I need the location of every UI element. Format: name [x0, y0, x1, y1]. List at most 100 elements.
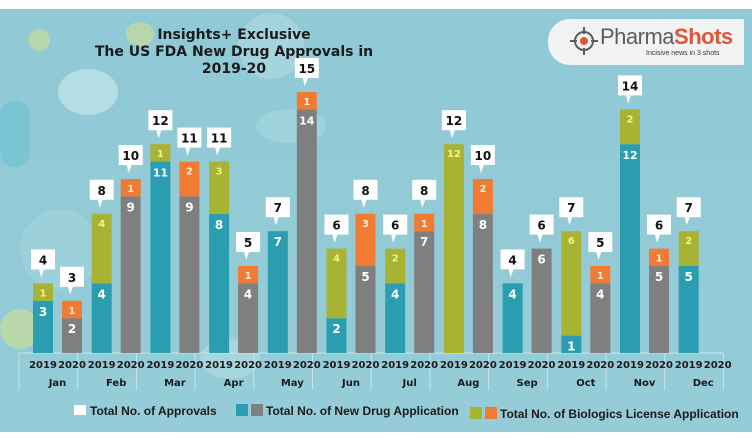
- data-label-nda: 4: [244, 287, 252, 301]
- data-label-bla: 2: [392, 254, 399, 265]
- total-callout: [294, 58, 319, 78]
- total-callout-pointer: [567, 217, 573, 226]
- month-tick-label: Aug: [457, 378, 479, 389]
- legend-swatch-bla-2019: [470, 407, 482, 419]
- month-tick-label: May: [281, 378, 304, 389]
- bar-segment-nda: [296, 109, 317, 354]
- bar-segment-nda: [326, 318, 347, 353]
- year-tick-label: 2020: [586, 360, 614, 371]
- data-label-bla: 4: [98, 219, 105, 230]
- month-tick-label: Apr: [224, 378, 244, 389]
- total-callout-pointer: [97, 199, 103, 208]
- bar-segment-bla: [590, 266, 611, 284]
- data-label-nda: 2: [68, 322, 76, 336]
- total-callout: [618, 75, 642, 96]
- total-callout: [236, 232, 261, 252]
- total-callout: [265, 197, 290, 218]
- total-callout: [383, 214, 408, 235]
- total-callout-pointer: [185, 147, 191, 156]
- total-callout: [412, 179, 437, 200]
- bar-segment-bla: [296, 92, 317, 110]
- data-label-total: 7: [685, 201, 693, 215]
- total-callout-pointer: [508, 269, 514, 278]
- data-label-bla: 1: [597, 271, 604, 282]
- data-label-total: 4: [508, 253, 516, 267]
- total-callout: [676, 197, 701, 218]
- total-callout: [529, 214, 554, 235]
- chart-title: Insights+ Exclusive The US FDA New Drug …: [84, 27, 384, 78]
- total-callout: [500, 249, 525, 270]
- bar-segment-nda: [502, 283, 523, 353]
- year-tick-label: 2020: [704, 360, 732, 371]
- data-label-total: 8: [361, 184, 369, 198]
- bar-segment-nda: [385, 283, 406, 353]
- data-label-bla: 6: [568, 236, 575, 247]
- legend-item-approvals: Total No. of Approvals: [74, 404, 217, 418]
- bar-segment-nda: [355, 266, 376, 353]
- total-callout: [441, 110, 466, 131]
- data-label-bla: 3: [216, 167, 223, 178]
- year-tick-label: 2019: [146, 360, 174, 371]
- year-tick-label: 2019: [675, 360, 703, 371]
- bar-segment-nda: [561, 335, 582, 353]
- year-tick-label: 2019: [205, 360, 233, 371]
- bar-segment-bla: [561, 231, 582, 336]
- data-label-bla: 12: [447, 149, 461, 160]
- data-label-bla: 1: [157, 149, 164, 160]
- bar-segment-nda: [620, 144, 640, 353]
- total-callout-pointer: [478, 165, 484, 173]
- year-tick-label: 2020: [117, 360, 145, 371]
- bar-segment-bla: [150, 144, 171, 162]
- data-label-total: 8: [420, 184, 428, 198]
- year-tick-label: 2020: [234, 360, 262, 371]
- data-label-total: 10: [475, 149, 492, 163]
- logo-tagline: Incisive news in 3 shots: [646, 50, 720, 57]
- data-label-total: 4: [39, 253, 47, 267]
- legend-label-nda: Total No. of New Drug Application: [266, 404, 459, 418]
- data-label-bla: 2: [627, 114, 634, 125]
- bar-segment-bla: [326, 248, 347, 319]
- data-label-total: 7: [567, 201, 575, 215]
- callout-swatch-icon: [74, 405, 86, 415]
- month-tick-label: Nov: [634, 378, 656, 389]
- data-label-bla: 1: [40, 288, 47, 299]
- bar-segment-bla: [238, 266, 259, 284]
- data-label-nda: 9: [185, 200, 193, 214]
- year-tick-label: 2020: [293, 360, 321, 371]
- data-label-bla: 2: [186, 167, 193, 178]
- chart-subtitle: Insights+ Exclusive: [157, 27, 311, 43]
- bar-segment-bla: [678, 231, 699, 266]
- year-tick-label: 2019: [381, 360, 409, 371]
- logo-brand: PharmaShots: [600, 24, 733, 50]
- bar-segment-bla: [443, 144, 464, 353]
- data-label-nda: 4: [391, 287, 399, 301]
- data-label-total: 12: [446, 114, 463, 128]
- data-label-total: 3: [68, 271, 76, 285]
- data-label-bla: 1: [656, 254, 663, 265]
- data-label-nda: 8: [479, 218, 487, 232]
- total-callout-pointer: [332, 234, 338, 243]
- month-tick-label: Jul: [402, 378, 417, 389]
- data-label-bla: 1: [69, 306, 76, 317]
- total-callout: [470, 145, 495, 165]
- bar-segment-bla: [33, 283, 53, 301]
- data-label-total: 10: [122, 149, 139, 163]
- bar-segment-bla: [62, 300, 82, 319]
- total-callout: [89, 179, 114, 200]
- data-label-nda: 3: [39, 305, 47, 319]
- total-callout-pointer: [391, 234, 397, 243]
- total-callout: [60, 266, 84, 287]
- legend-swatch-nda-2020: [251, 404, 263, 416]
- legend-label-approvals: Total No. of Approvals: [90, 404, 217, 418]
- logo-brand-part2: Shots: [674, 24, 733, 49]
- bar-segment-nda: [472, 213, 493, 353]
- data-label-total: 14: [622, 79, 639, 93]
- bar-segment-nda: [33, 300, 53, 353]
- data-label-bla: 1: [421, 219, 428, 230]
- data-label-nda: 12: [622, 149, 637, 162]
- data-label-total: 7: [274, 201, 282, 215]
- total-callout-pointer: [39, 269, 44, 278]
- year-tick-label: 2020: [175, 360, 203, 371]
- total-callout: [148, 110, 173, 131]
- year-tick-label: 2020: [645, 360, 673, 371]
